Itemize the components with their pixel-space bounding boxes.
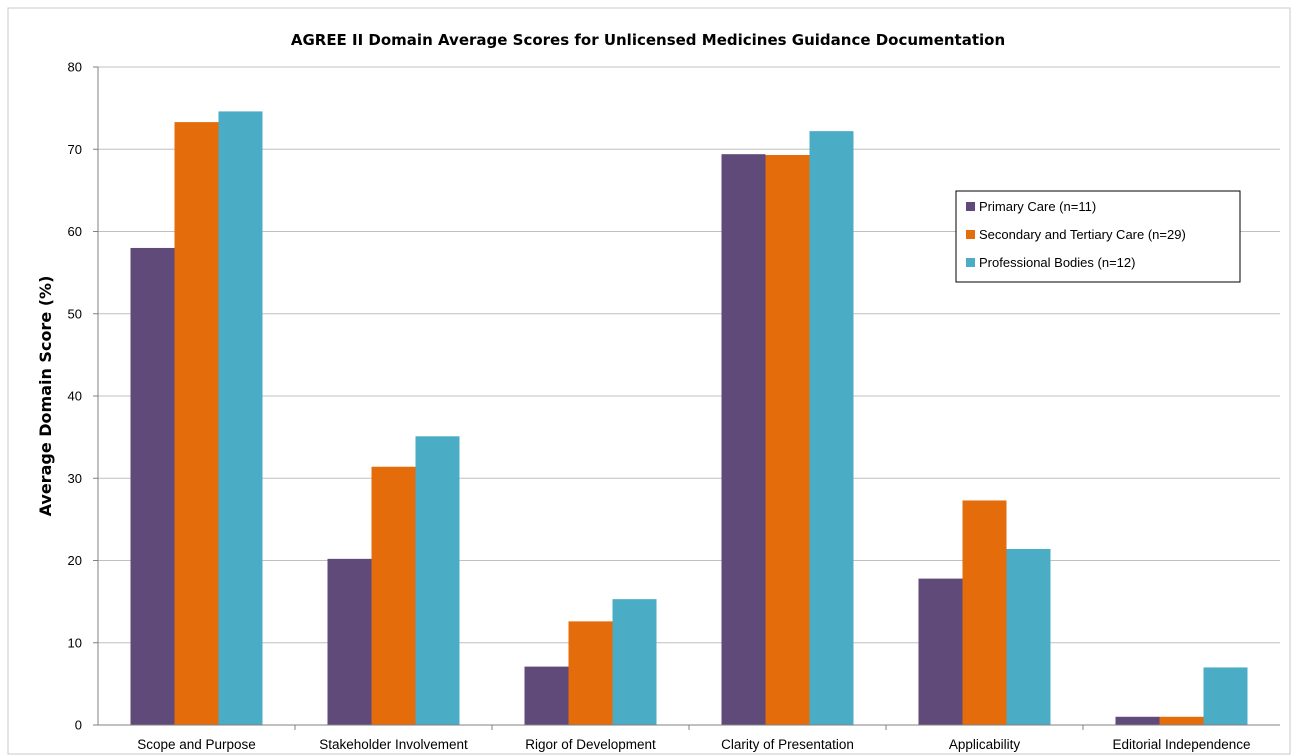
bar-scope-and-purpose-series-1 [130, 247, 175, 725]
y-tick-label: 80 [68, 60, 82, 75]
legend-swatch [966, 202, 975, 211]
bar-applicability-series-3 [1006, 548, 1051, 725]
x-category-label: Applicability [949, 737, 1021, 752]
x-category-label: Clarity of Presentation [721, 737, 854, 752]
y-tick-label: 50 [68, 306, 82, 321]
bars [130, 111, 1248, 726]
bar-scope-and-purpose-series-3 [218, 111, 263, 726]
bar-stakeholder-involvement-series-3 [415, 436, 460, 725]
y-tick-label: 0 [75, 718, 82, 733]
bar-applicability-series-2 [962, 500, 1007, 725]
y-tick-label: 10 [68, 635, 82, 650]
bar-stakeholder-involvement-series-2 [371, 466, 416, 725]
x-category-label: Rigor of Development [525, 737, 656, 752]
y-tick-label: 30 [68, 471, 82, 486]
y-tick-label: 60 [68, 224, 82, 239]
bar-stakeholder-involvement-series-1 [327, 558, 372, 725]
legend-swatch [966, 258, 975, 267]
bar-scope-and-purpose-series-2 [174, 122, 219, 726]
x-category-label: Stakeholder Involvement [319, 737, 468, 752]
y-tick-label: 70 [68, 142, 82, 157]
axes: 0 10 20 30 40 50 60 70 80 Scope and Purpose Stakeh… [68, 60, 1280, 752]
bar-clarity-of-presentation-series-2 [765, 155, 810, 725]
bar-editorial-independence-series-3 [1203, 667, 1248, 725]
bar-applicability-series-1 [918, 578, 963, 725]
bar-rigor-of-development-series-2 [568, 621, 613, 725]
legend-label: Secondary and Tertiary Care (n=29) [979, 227, 1186, 242]
legend-box [955, 190, 1241, 283]
y-tick-label: 40 [68, 389, 82, 404]
x-category-label: Editorial Independence [1112, 737, 1250, 752]
legend-label: Primary Care (n=11) [979, 199, 1096, 214]
bar-editorial-independence-series-1 [1115, 716, 1160, 725]
y-axis-label: Average Domain Score (%) [36, 276, 55, 517]
y-tick-label: 20 [68, 553, 82, 568]
x-category-label: Scope and Purpose [137, 737, 256, 752]
legend-label: Professional Bodies (n=12) [979, 255, 1135, 270]
bar-clarity-of-presentation-series-1 [721, 154, 766, 725]
bar-clarity-of-presentation-series-3 [809, 131, 854, 725]
bar-rigor-of-development-series-3 [612, 599, 657, 725]
legend-swatch [966, 230, 975, 239]
bar-editorial-independence-series-2 [1159, 716, 1204, 725]
legend: Primary Care (n=11) Secondary and Tertiar… [955, 190, 1241, 283]
chart-title: AGREE II Domain Average Scores for Unlic… [291, 31, 1005, 49]
bar-rigor-of-development-series-1 [524, 666, 569, 725]
